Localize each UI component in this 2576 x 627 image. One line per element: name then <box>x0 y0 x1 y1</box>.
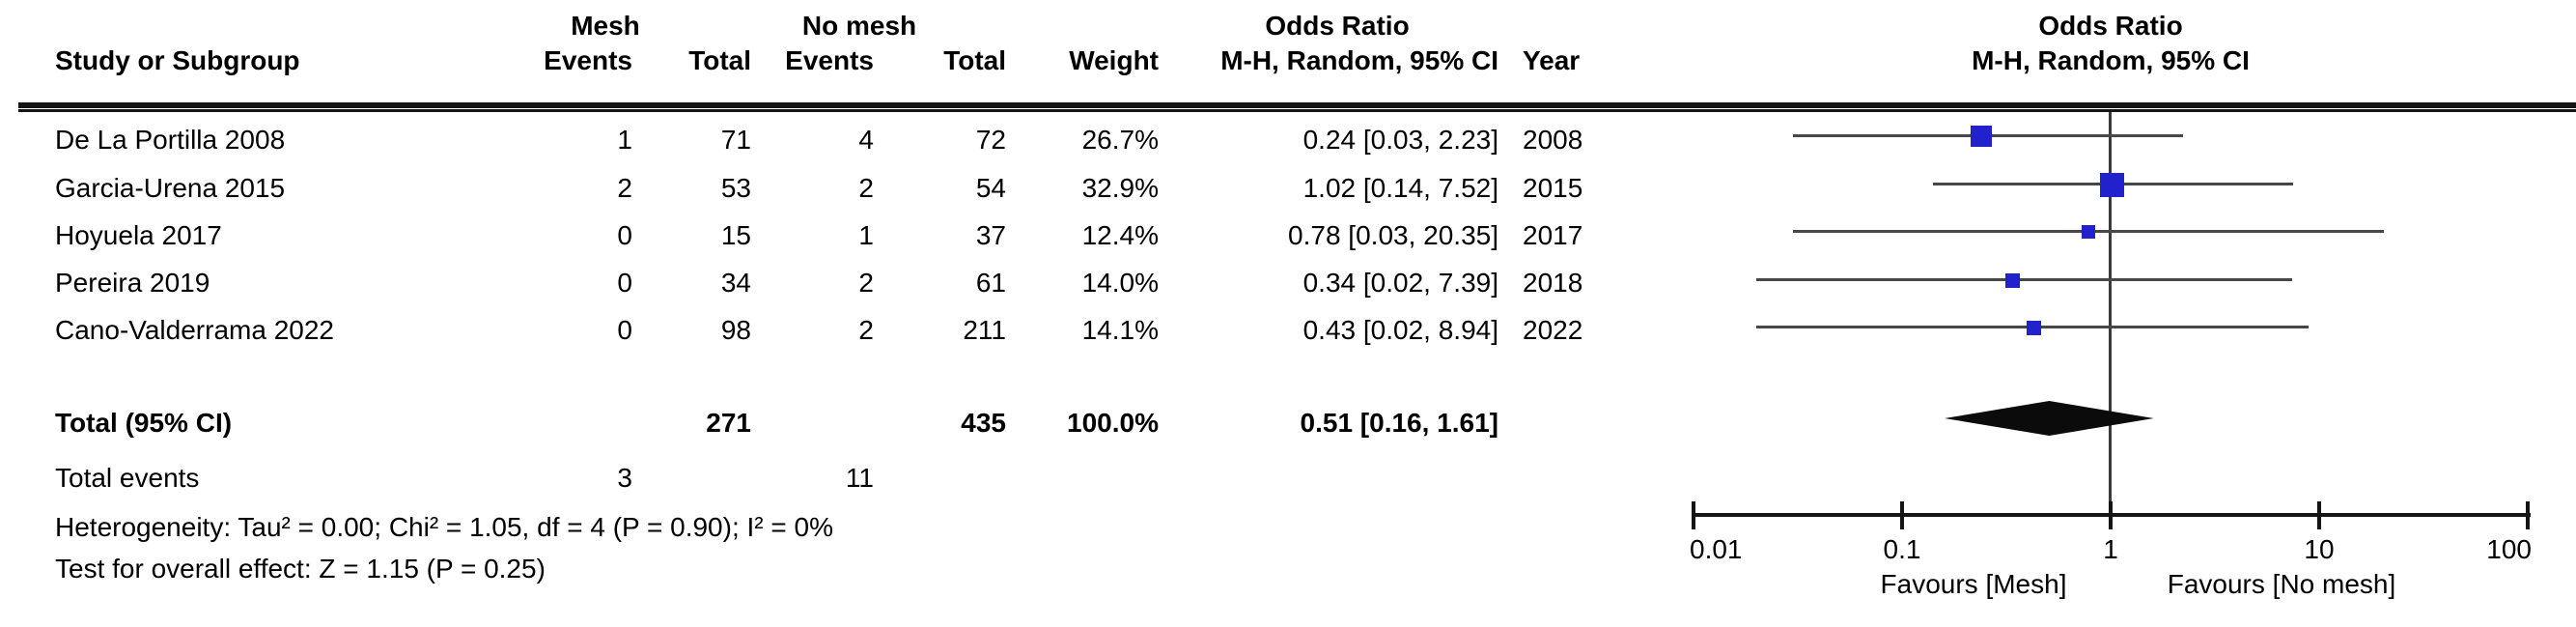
or-square <box>2081 225 2095 239</box>
year-column-header: Year <box>1523 45 1581 75</box>
mesh-events-value: 0 <box>617 220 632 250</box>
total-events-no-mesh: 11 <box>845 463 874 493</box>
mesh-events-header: Events <box>544 45 632 75</box>
year-value: 2017 <box>1523 220 1583 250</box>
weight-value: 12.4% <box>1081 220 1159 250</box>
no-mesh-events-value: 2 <box>858 268 874 298</box>
or-ci-value: 0.24 [0.03, 2.23] <box>1302 125 1498 155</box>
total-events-mesh: 3 <box>617 463 632 493</box>
weight-column-header: Weight <box>1069 45 1159 75</box>
header-divider-thin <box>18 109 2576 112</box>
axis-tick <box>2317 501 2321 529</box>
total-label: Total (95% CI) <box>55 408 233 438</box>
total-events-label: Total events <box>55 463 200 493</box>
axis-tick <box>2109 501 2113 529</box>
no-mesh-group-header: No mesh <box>801 11 917 41</box>
plot-title: Odds Ratio <box>2038 11 2183 41</box>
or-ci-value: 0.43 [0.02, 8.94] <box>1302 315 1498 345</box>
weight-value: 32.9% <box>1081 173 1159 203</box>
axis-tick <box>1900 501 1904 529</box>
mesh-events-value: 2 <box>617 173 632 203</box>
year-value: 2015 <box>1523 173 1583 203</box>
total-weight: 100.0% <box>1067 408 1159 438</box>
no-mesh-events-value: 1 <box>858 220 874 250</box>
axis-tick-label: 0.1 <box>1883 534 1921 564</box>
axis-tick-label: 10 <box>2304 534 2335 564</box>
study-label: Garcia-Urena 2015 <box>55 173 286 203</box>
axis-tick-label: 0.01 <box>1690 534 1743 564</box>
total-no-mesh-n: 435 <box>961 408 1006 438</box>
favours-right-label: Favours [No mesh] <box>2167 569 2396 599</box>
ci-line <box>1756 278 2292 281</box>
or-square <box>2100 172 2125 197</box>
study-label: Hoyuela 2017 <box>55 220 222 250</box>
mesh-total-value: 71 <box>720 125 751 155</box>
or-ci-value: 1.02 [0.14, 7.52] <box>1302 173 1498 203</box>
header-divider-thick <box>18 102 2576 108</box>
mesh-total-value: 34 <box>720 268 751 298</box>
year-value: 2022 <box>1523 315 1583 345</box>
no-mesh-events-header: Events <box>785 45 874 75</box>
heterogeneity-stats: Heterogeneity: Tau² = 0.00; Chi² = 1.05,… <box>55 512 833 542</box>
no-mesh-total-value: 211 <box>963 315 1006 345</box>
or-ci-value: 0.34 [0.02, 7.39] <box>1302 268 1498 298</box>
overall-effect-stats: Test for overall effect: Z = 1.15 (P = 0… <box>55 554 546 584</box>
mesh-group-header: Mesh <box>571 11 640 41</box>
or-ci-column-header: M-H, Random, 95% CI <box>1220 45 1498 75</box>
mesh-events-value: 1 <box>617 125 632 155</box>
axis-tick-label: 1 <box>2103 534 2118 564</box>
odds-ratio-column-title: Odds Ratio <box>1265 11 1410 41</box>
mesh-events-value: 0 <box>617 315 632 345</box>
axis-tick <box>1692 501 1695 529</box>
year-value: 2018 <box>1523 268 1583 298</box>
total-mesh-n: 271 <box>706 408 751 438</box>
axis-tick-label: 100 <box>2486 534 2532 564</box>
favours-left-label: Favours [Mesh] <box>1880 569 2067 599</box>
mesh-total-header: Total <box>688 45 751 75</box>
no-mesh-total-value: 72 <box>975 125 1006 155</box>
pooled-diamond <box>1945 401 2154 436</box>
no-mesh-total-header: Total <box>943 45 1006 75</box>
or-ci-value: 0.78 [0.03, 20.35] <box>1288 220 1498 250</box>
or-square <box>2005 272 2021 288</box>
weight-value: 14.0% <box>1081 268 1159 298</box>
no-mesh-events-value: 2 <box>858 315 874 345</box>
weight-value: 14.1% <box>1081 315 1159 345</box>
mesh-total-value: 15 <box>720 220 751 250</box>
study-label: Pereira 2019 <box>55 268 210 298</box>
or-square <box>2027 320 2042 335</box>
plot-subtitle: M-H, Random, 95% CI <box>1972 45 2250 75</box>
mesh-total-value: 53 <box>720 173 751 203</box>
no-mesh-total-value: 54 <box>975 173 1006 203</box>
or-square <box>1971 126 1993 147</box>
no-mesh-events-value: 2 <box>858 173 874 203</box>
no-mesh-events-value: 4 <box>858 125 874 155</box>
study-label: De La Portilla 2008 <box>55 125 286 155</box>
no-mesh-total-value: 37 <box>975 220 1006 250</box>
study-label: Cano-Valderrama 2022 <box>55 315 334 345</box>
weight-value: 26.7% <box>1081 125 1159 155</box>
year-value: 2008 <box>1523 125 1583 155</box>
mesh-events-value: 0 <box>617 268 632 298</box>
mesh-total-value: 98 <box>720 315 751 345</box>
axis-tick <box>2526 501 2530 529</box>
study-column-header: Study or Subgroup <box>55 45 300 75</box>
total-or-ci: 0.51 [0.16, 1.61] <box>1300 408 1498 438</box>
null-effect-line <box>2109 112 2112 515</box>
no-mesh-total-value: 61 <box>975 268 1006 298</box>
